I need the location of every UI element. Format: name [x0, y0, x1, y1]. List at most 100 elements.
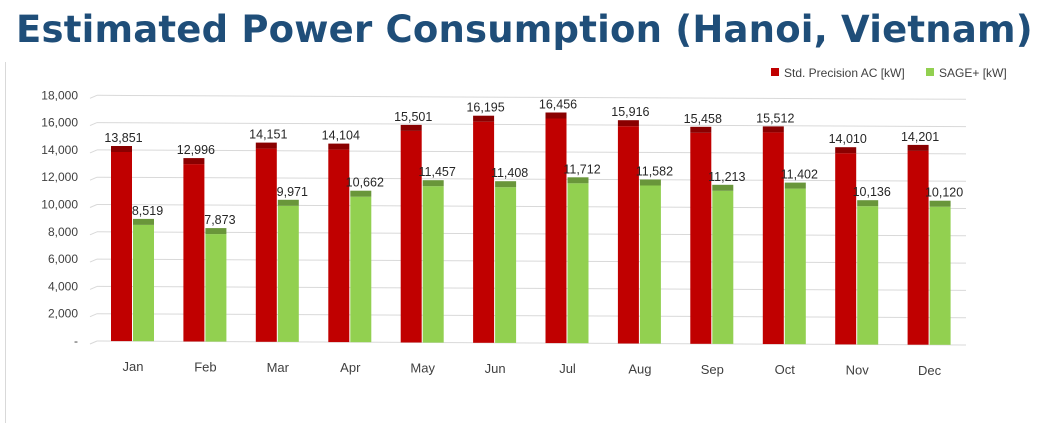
- sage-bar-top: [784, 182, 806, 189]
- sage-data-label: 11,408: [491, 166, 528, 180]
- gridline: [96, 258, 967, 264]
- std-ac-bar-top: [255, 142, 277, 149]
- gridline-depth: [89, 176, 98, 181]
- sage-data-label: 10,662: [346, 176, 384, 190]
- x-tick-label: Jul: [559, 361, 576, 376]
- sage-bar-top: [133, 218, 154, 225]
- x-tick-label: Sep: [701, 362, 724, 377]
- std-ac-data-label: 12,996: [177, 143, 215, 157]
- x-tick-label: Aug: [628, 362, 651, 377]
- gridline: [96, 204, 967, 209]
- gridline: [96, 176, 967, 182]
- gridline: [96, 149, 967, 155]
- y-axis-ticks: - 2,000 4,000 6,000 8,000 10,000 12,000 14,000 1…: [41, 88, 78, 348]
- gridline-depth: [89, 231, 98, 236]
- std-ac-data-label: 15,512: [756, 111, 794, 125]
- gridline-depth: [89, 313, 98, 318]
- y-tick-label: 10,000: [41, 198, 78, 212]
- std-ac-data-label: 15,458: [684, 112, 722, 126]
- std-ac-bar-top: [111, 146, 132, 152]
- std-ac-bar: [400, 130, 422, 343]
- std-ac-bar-top: [617, 120, 639, 127]
- x-axis-labels: Jan Feb Mar Apr May Jun Jul Aug Sep Oct Nov Dec: [123, 359, 942, 378]
- x-tick-label: Dec: [918, 363, 942, 378]
- x-tick-label: Oct: [775, 362, 796, 377]
- legend-label-std-ac: Std. Precision AC [kW]: [784, 66, 905, 80]
- std-ac-bar: [328, 149, 350, 343]
- std-ac-data-label: 14,151: [249, 128, 287, 142]
- sage-bar-top: [567, 177, 589, 184]
- std-ac-bar-top: [690, 126, 712, 133]
- sage-data-label: 11,582: [636, 165, 673, 179]
- std-ac-bar: [473, 121, 495, 343]
- sage-data-label: 10,120: [925, 186, 963, 200]
- std-ac-bar: [183, 164, 205, 342]
- gridline: [96, 340, 967, 346]
- gridline: [96, 94, 967, 100]
- panel-edge: [5, 62, 6, 423]
- gridline-depth: [89, 285, 98, 290]
- sage-bar: [929, 206, 951, 345]
- sage-bar-top: [495, 181, 517, 188]
- sage-bar: [857, 206, 879, 345]
- x-tick-label: Mar: [267, 360, 290, 375]
- sage-bar-top: [422, 180, 444, 187]
- sage-bar: [350, 196, 372, 343]
- std-ac-bar: [617, 126, 639, 344]
- y-tick-label: 6,000: [48, 252, 78, 266]
- sage-bar: [205, 234, 227, 342]
- x-tick-label: Jan: [123, 359, 144, 374]
- std-ac-bar: [762, 132, 784, 345]
- gridline-depth: [89, 204, 98, 208]
- legend-swatch-std-ac: [771, 68, 779, 76]
- std-ac-data-label: 15,916: [611, 105, 649, 119]
- gridlines: [89, 94, 967, 346]
- std-ac-data-label: 14,104: [322, 129, 360, 143]
- gridline-depth: [89, 258, 98, 263]
- gridline: [96, 122, 967, 128]
- std-ac-bar-top: [545, 112, 567, 119]
- std-ac-data-label: 13,851: [104, 131, 142, 145]
- std-ac-bar-top: [183, 158, 205, 165]
- sage-bar-top: [639, 179, 661, 186]
- x-tick-label: Apr: [340, 360, 361, 375]
- y-tick-label: 16,000: [41, 116, 78, 130]
- chart-title: Estimated Power Consumption (Hanoi, Viet…: [16, 8, 1033, 51]
- std-ac-bar-top: [473, 115, 495, 122]
- sage-data-label: 11,213: [708, 170, 745, 184]
- sage-data-label: 10,136: [853, 185, 891, 199]
- bars: [111, 112, 951, 345]
- sage-data-label: 9,971: [277, 185, 308, 199]
- std-ac-bar: [835, 153, 857, 345]
- gridline-depth: [89, 149, 98, 154]
- sage-bar: [784, 188, 806, 345]
- std-ac-data-label: 14,201: [901, 130, 939, 144]
- legend-swatch-sage: [926, 68, 934, 76]
- x-tick-label: Feb: [194, 360, 216, 375]
- gridline: [96, 285, 967, 291]
- std-ac-data-label: 14,010: [829, 132, 867, 146]
- sage-bar-top: [205, 228, 227, 235]
- std-ac-bar-top: [907, 144, 929, 151]
- y-tick-label: 14,000: [41, 143, 78, 157]
- sage-bar: [422, 186, 444, 343]
- y-tick-label: 8,000: [48, 225, 78, 239]
- std-ac-data-label: 15,501: [394, 110, 432, 124]
- legend: Std. Precision AC [kW] SAGE+ [kW]: [771, 66, 1007, 80]
- y-tick-label: -: [74, 334, 78, 348]
- sage-bar-top: [277, 199, 299, 206]
- std-ac-bar-top: [762, 126, 784, 133]
- y-tick-label: 4,000: [48, 279, 78, 293]
- y-tick-label: 18,000: [41, 88, 78, 102]
- sage-data-label: 11,457: [419, 165, 456, 179]
- std-ac-bar: [690, 132, 712, 344]
- data-labels: 13,851 8,519 12,996 7,873 14,151 9,971 14,104 1…: [104, 98, 963, 228]
- sage-bar-top: [712, 184, 734, 191]
- gridline-depth: [89, 122, 98, 127]
- std-ac-data-label: 16,456: [539, 98, 577, 112]
- sage-data-label: 11,402: [781, 168, 818, 182]
- sage-bar: [639, 185, 661, 344]
- std-ac-bar: [907, 150, 929, 345]
- sage-bar-top: [929, 200, 951, 207]
